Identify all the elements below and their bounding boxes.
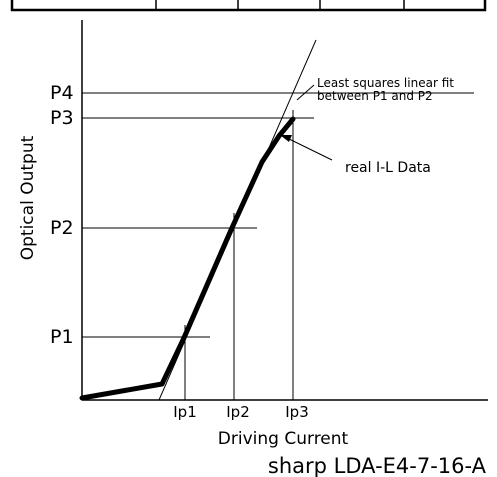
ip3-label: Ip3 <box>285 403 309 421</box>
fit-annotation-pointer <box>296 84 315 101</box>
fit-annotation-line2: between P1 and P2 <box>317 89 433 103</box>
p1-label: P1 <box>50 326 74 348</box>
real-il-data-curve <box>79 116 296 401</box>
real-data-annotation: real I-L Data <box>345 160 431 176</box>
figure-caption: sharp LDA-E4-7-16-A <box>268 454 487 477</box>
x-axis-label: Driving Current <box>218 429 349 449</box>
real-data-annotation-pointer <box>282 135 333 161</box>
current-level-lines <box>184 110 294 400</box>
y-axis-label: Optical Output <box>18 135 38 260</box>
real-data-arrowhead <box>280 135 292 142</box>
ip1-label: Ip1 <box>173 403 197 421</box>
p3-label: P3 <box>50 107 74 129</box>
annotation-pointers <box>282 84 333 161</box>
ip2-label: Ip2 <box>226 403 250 421</box>
p2-label: P2 <box>50 217 74 239</box>
p4-label: P4 <box>50 82 74 104</box>
power-level-lines <box>82 92 474 338</box>
top-table-fragment <box>10 0 487 12</box>
top-table-border <box>10 0 487 12</box>
fit-annotation-line1: Least squares linear fit <box>317 76 454 90</box>
